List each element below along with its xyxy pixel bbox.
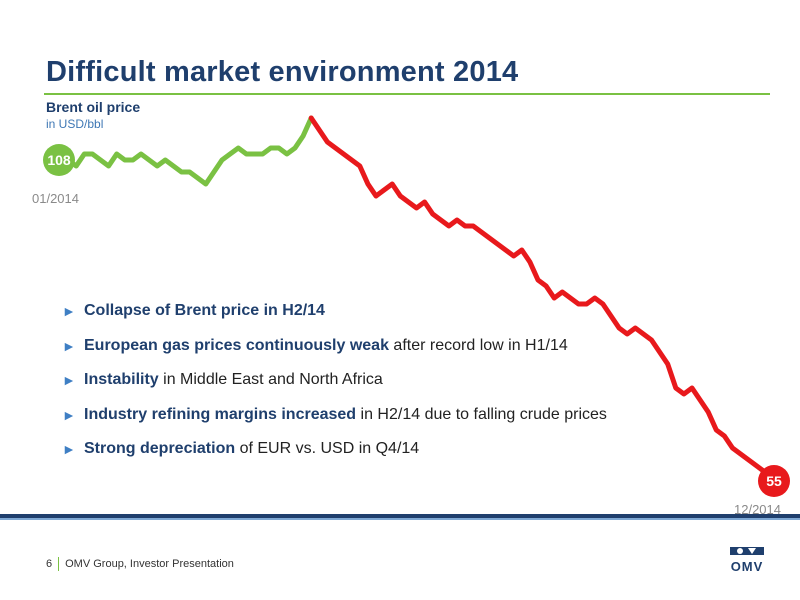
bullet-arrow-icon: ► (62, 372, 76, 388)
footer-bar (0, 514, 800, 520)
page-number: 6 (46, 558, 53, 570)
bullet-item: ► Collapse of Brent price in H2/14 (62, 302, 325, 319)
bullet-list: ► Collapse of Brent price in H2/14 ► Europ… (62, 302, 607, 475)
bullet-item: ► Instability in Middle East and North Af… (62, 371, 383, 388)
bullet-item: ► Strong depreciation of EUR vs. USD in Q… (62, 440, 420, 457)
slide-title: Difficult market environment 2014 (46, 56, 519, 88)
omv-logo-icon (730, 547, 764, 555)
x-start-label: 01/2014 (32, 191, 79, 206)
footer: 6 OMV Group, Investor Presentation (46, 557, 234, 571)
price-line-h1 (57, 115, 314, 187)
start-value-badge-circle (43, 144, 75, 176)
title-divider (44, 93, 770, 95)
end-value-badge-label: 55 (766, 473, 782, 489)
bullet-arrow-icon: ► (62, 406, 76, 423)
price-line-group (57, 115, 776, 481)
chart-title: Brent oil price (46, 99, 141, 115)
footer-label: OMV Group, Investor Presentation (65, 558, 234, 570)
x-end-label: 12/2014 (734, 502, 781, 517)
chart-unit-label: in USD/bbl (46, 117, 104, 131)
bullet-item: ► Industry refining margins increased in … (62, 405, 607, 423)
bullet-arrow-icon: ► (62, 337, 76, 354)
start-value-badge-label: 108 (47, 152, 71, 168)
price-line-h2 (308, 115, 776, 481)
footer-separator (58, 557, 60, 571)
omv-logo: OMV (722, 544, 772, 576)
logo-wordmark: OMV (730, 559, 764, 574)
bullet-item: ► European gas prices continuously weak a… (62, 336, 568, 354)
bullet-arrow-icon: ► (62, 303, 76, 319)
bullet-arrow-icon: ► (62, 441, 76, 457)
value-badges: 108 55 (43, 144, 790, 497)
end-value-badge-circle (758, 465, 790, 497)
